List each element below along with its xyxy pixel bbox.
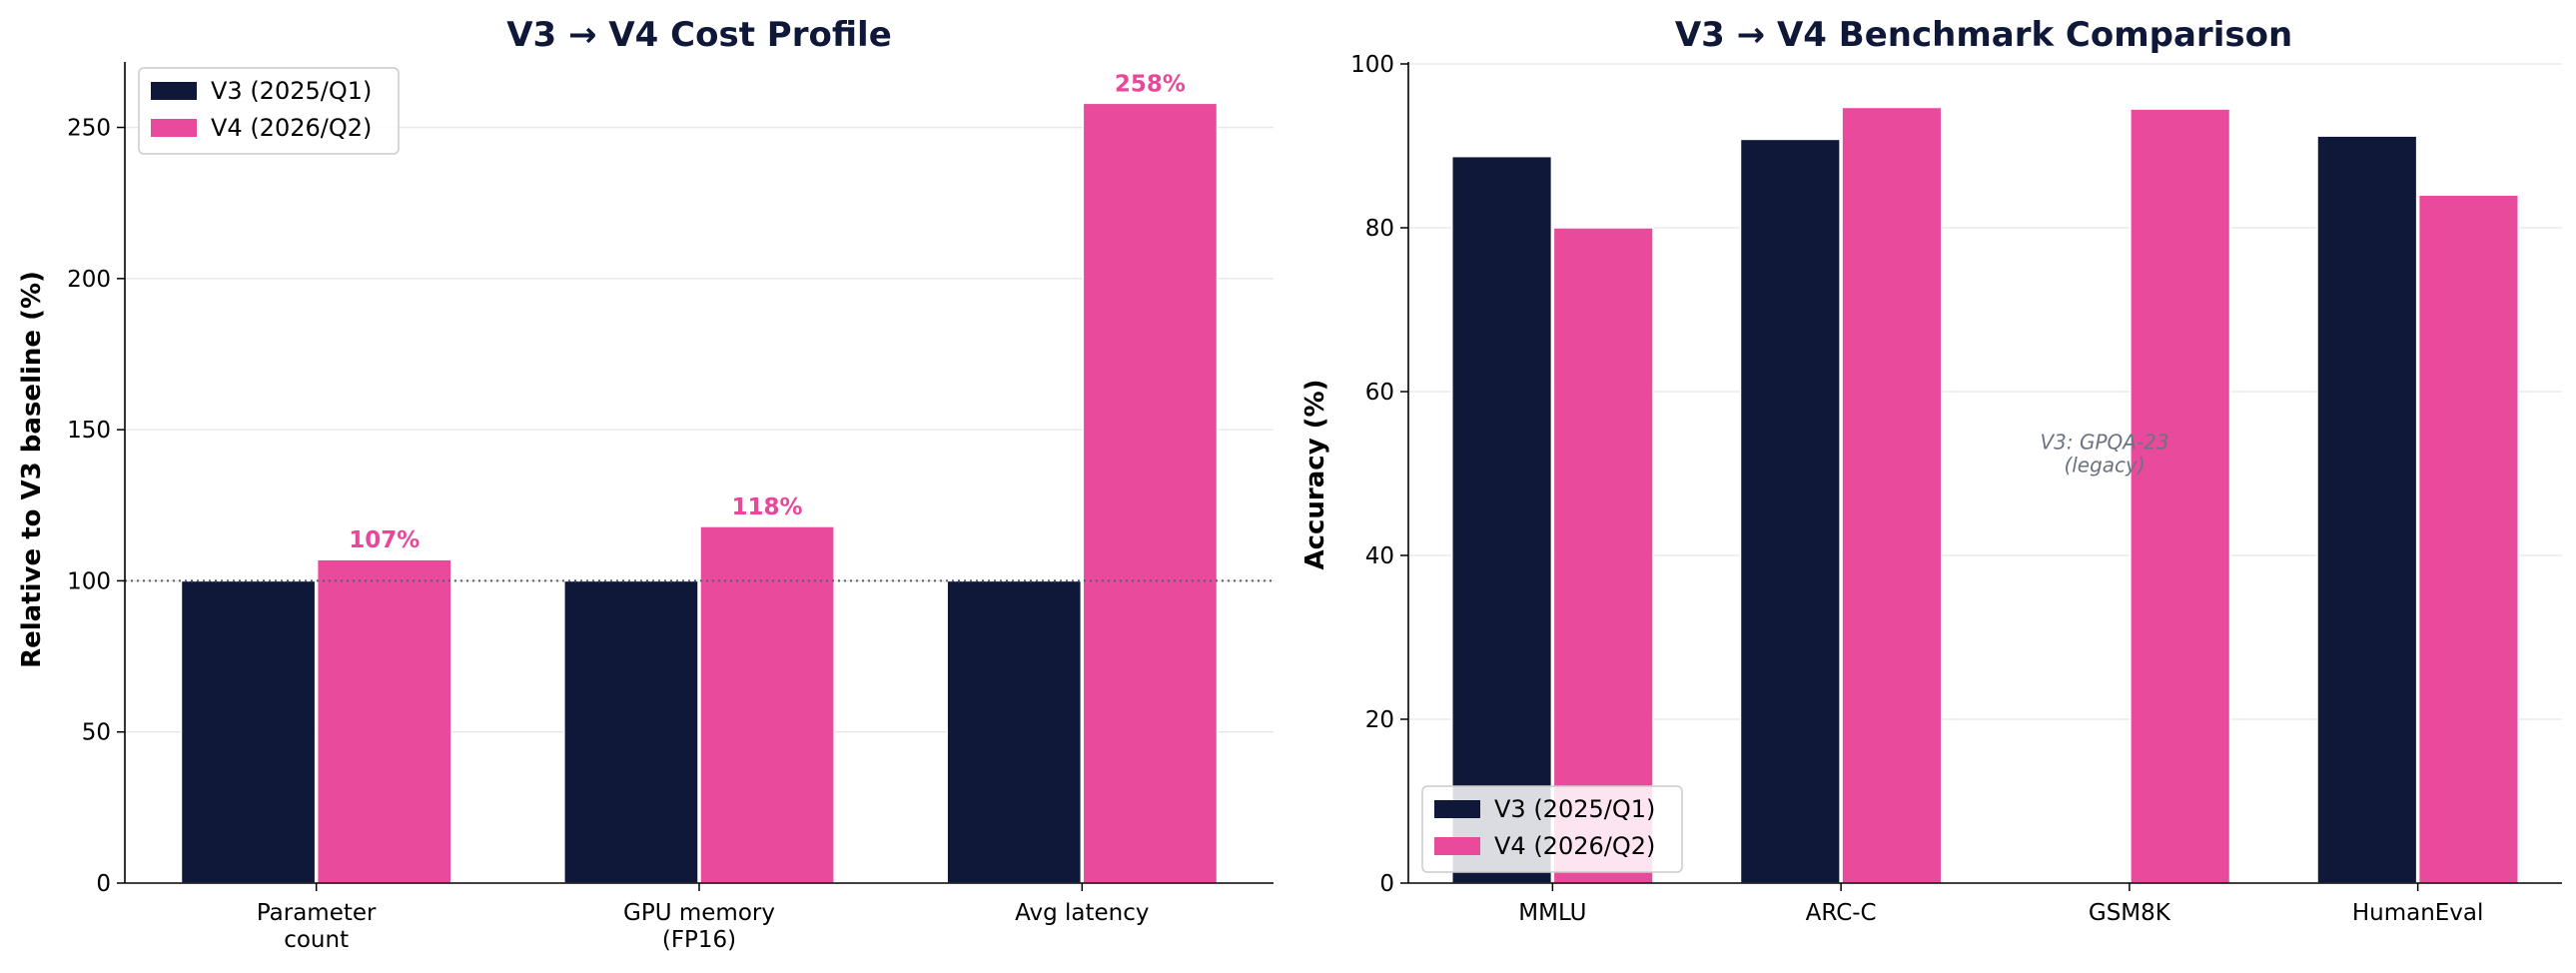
cost-chart-bars	[180, 102, 1219, 884]
bar-v4-0	[316, 558, 452, 884]
legend-label-v4: V4 (2026/Q2)	[211, 114, 372, 142]
y-tick-label: 0	[96, 871, 111, 897]
benchmark-chart-y-ticks: 0 20 40 60 80 100	[1350, 52, 1408, 897]
cost-chart-data-labels: 107% 118% 258%	[349, 71, 1186, 553]
x-tick-label: MMLU	[1518, 900, 1586, 926]
y-tick-label: 100	[67, 568, 111, 594]
x-tick-label: HumanEval	[2352, 900, 2484, 926]
cost-chart-title: V3 → V4 Cost Profile	[506, 15, 892, 55]
data-label-v4-0: 107%	[349, 527, 420, 553]
legend-label-v3: V3 (2025/Q1)	[211, 77, 372, 105]
data-label-v4-2: 258%	[1115, 71, 1186, 97]
benchmark-chart-title: V3 → V4 Benchmark Comparison	[1675, 15, 2292, 55]
cost-chart-y-axis-label: Relative to V3 baseline (%)	[17, 271, 47, 668]
bar-v4-0	[1552, 227, 1654, 884]
missing-v3-annotation: V3: GPQA-23 (legacy)	[2040, 430, 2168, 477]
cost-chart-y-ticks: 0 50 100 150 200 250	[67, 116, 125, 897]
x-tick-label: Avg latency	[1015, 900, 1149, 926]
y-tick-label: 60	[1365, 380, 1394, 406]
x-tick-label: GSM8K	[2089, 900, 2171, 926]
y-tick-label: 100	[1350, 52, 1394, 78]
data-label-v4-1: 118%	[732, 494, 803, 520]
benchmark-chart-bars	[1451, 106, 2519, 884]
bar-v3-1	[1739, 138, 1841, 884]
cost-profile-chart: V3 → V4 Cost Profile Relative to V3 base…	[17, 15, 1274, 953]
benchmark-chart-y-axis-label: Accuracy (%)	[1300, 379, 1330, 569]
benchmark-chart-annotation: V3: GPQA-23 (legacy)	[2040, 430, 2168, 477]
bar-v3-1	[563, 579, 699, 884]
legend-label-v4: V4 (2026/Q2)	[1494, 832, 1655, 860]
cost-chart-legend: V3 (2025/Q1) V4 (2026/Q2)	[138, 67, 400, 155]
benchmark-chart-x-ticks: MMLU ARC-C GSM8K HumanEval	[1518, 883, 2483, 926]
bar-v3-0	[1451, 155, 1553, 884]
bar-v4-3	[2417, 194, 2519, 884]
y-tick-label: 40	[1365, 543, 1394, 569]
benchmark-chart-legend: V3 (2025/Q1) V4 (2026/Q2)	[1421, 785, 1683, 873]
bar-v4-1	[699, 525, 835, 884]
legend-label-v3: V3 (2025/Q1)	[1494, 795, 1655, 823]
benchmark-chart: V3 → V4 Benchmark Comparison Accuracy (%…	[1300, 15, 2562, 926]
y-tick-label: 0	[1379, 871, 1394, 897]
x-tick-label: GPU memory (FP16)	[623, 900, 775, 953]
legend-frame	[1421, 785, 1683, 873]
bar-v4-2	[2130, 108, 2231, 884]
y-tick-label: 200	[67, 267, 111, 293]
bar-v3-2	[946, 579, 1083, 884]
y-tick-label: 150	[67, 418, 111, 444]
bar-v3-3	[2316, 135, 2418, 884]
bar-v3-0	[180, 579, 317, 884]
y-tick-label: 250	[67, 116, 111, 142]
benchmark-chart-axes	[1407, 62, 2562, 884]
bar-v4-1	[1841, 106, 1943, 884]
x-tick-label: ARC-C	[1806, 900, 1877, 926]
legend-swatch-v4	[1434, 837, 1480, 855]
y-tick-label: 20	[1365, 707, 1394, 733]
bar-v4-2	[1082, 102, 1219, 884]
y-tick-label: 50	[82, 720, 111, 746]
legend-swatch-v4	[151, 119, 197, 137]
cost-chart-x-ticks: Parameter count GPU memory (FP16) Avg latenc…	[257, 883, 1150, 953]
x-tick-label: Parameter count	[257, 900, 377, 953]
legend-swatch-v3	[1434, 800, 1480, 818]
legend-swatch-v3	[151, 82, 197, 100]
legend-frame	[138, 67, 400, 155]
y-tick-label: 80	[1365, 216, 1394, 242]
